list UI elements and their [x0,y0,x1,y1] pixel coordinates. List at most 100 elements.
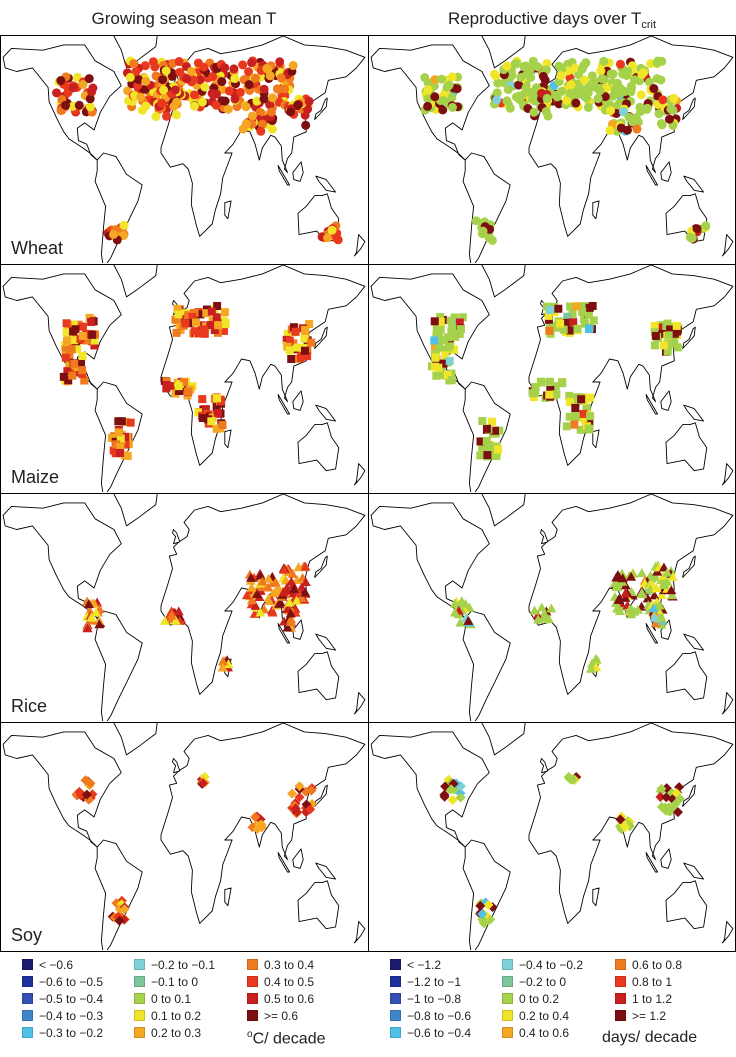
square-marker [455,329,464,338]
circle-marker [581,58,591,68]
madagascar-outline [224,429,232,449]
legend-swatch [615,959,626,970]
square-marker [210,326,219,335]
new-zealand-outline [354,692,366,715]
triangle-marker [636,568,647,578]
diamond-marker [287,788,298,799]
legend-swatch [615,1010,626,1021]
square-marker [73,368,82,377]
square-marker [664,331,673,340]
square-marker [78,366,87,375]
south-america-outline [462,610,511,721]
circle-marker [241,102,251,112]
diamond-marker [447,795,458,806]
square-marker [448,323,457,332]
triangle-marker [651,583,662,593]
circle-marker [78,80,88,90]
circle-marker [430,75,440,85]
square-marker [579,409,588,418]
square-marker [443,333,452,342]
legend-swatch [22,976,33,987]
circle-marker [170,85,180,95]
diamond-marker [300,807,311,818]
legend-entry: 0.3 to 0.4 [247,957,314,973]
square-marker [528,389,537,398]
diamond-marker [661,792,672,803]
madagascar-outline [224,887,232,907]
triangle-marker [86,612,97,622]
madagascar-outline [224,200,232,220]
circle-marker [323,233,333,243]
diamond-marker [294,781,305,792]
new-zealand-outline [722,921,734,944]
square-marker [584,424,593,433]
square-marker [111,449,120,458]
square-marker [305,319,314,328]
triangle-marker [281,582,292,592]
circle-marker [438,95,448,105]
sumatra-outline [277,394,291,415]
triangle-marker [546,603,557,613]
circle-marker [565,88,575,98]
frame-line [0,35,1,952]
triangle-marker [611,581,622,591]
legend-swatch [247,1010,258,1021]
diamond-marker [477,909,488,920]
legend-swatch [390,976,401,987]
diamond-marker [672,807,683,818]
triangle-marker [642,593,653,603]
square-marker [563,312,572,321]
square-marker [455,318,464,327]
square-marker [571,403,580,412]
circle-marker [211,100,221,110]
britain-outline [172,529,181,545]
japan-outline [314,555,328,578]
triangle-marker [286,614,297,624]
square-marker [436,317,445,326]
triangle-marker [264,596,275,606]
circle-marker [587,71,597,81]
square-marker [565,412,574,421]
legend-temperature: < −0.6 −0.6 to −0.5 −0.5 to −0.4 −0.4 to… [0,957,368,1057]
circle-marker [259,84,269,94]
square-marker [114,417,123,426]
legend-days: < −1.2 −1.2 to −1 −1 to −0.8 −0.8 to −0.… [368,957,736,1057]
column-title-days-over-tcrit: Reproductive days over Tcrit [447,9,657,31]
circle-marker [442,82,452,92]
square-marker [650,341,659,350]
square-marker [62,319,71,328]
triangle-marker [649,612,660,622]
legend-entry: >= 0.6 [247,1008,298,1024]
circle-marker [136,92,146,102]
diamond-marker [439,791,450,802]
square-marker [201,405,210,414]
legend-swatch [502,976,513,987]
triangle-marker [246,582,257,592]
square-marker [285,346,294,355]
square-marker [545,377,554,386]
triangle-marker [246,595,257,605]
square-marker [74,320,83,329]
square-marker [650,321,659,330]
circle-marker [259,94,269,104]
square-marker [221,318,230,327]
circle-marker [593,94,603,104]
square-marker [445,356,454,365]
square-marker [571,413,580,422]
circle-marker [616,123,626,133]
square-marker [569,318,578,327]
circle-marker [74,100,84,110]
legend-entry: 0 to 0.1 [134,991,191,1007]
diamond-marker [483,899,494,910]
square-marker [672,321,681,330]
triangle-marker [223,659,234,669]
square-marker [666,325,675,334]
circle-marker [175,67,185,77]
square-marker [126,418,135,427]
circle-marker [280,84,290,94]
circle-marker [174,57,184,67]
square-marker [174,310,183,319]
diamond-marker [75,790,86,801]
square-marker [212,402,221,411]
map-panel-maize-days [369,265,735,492]
